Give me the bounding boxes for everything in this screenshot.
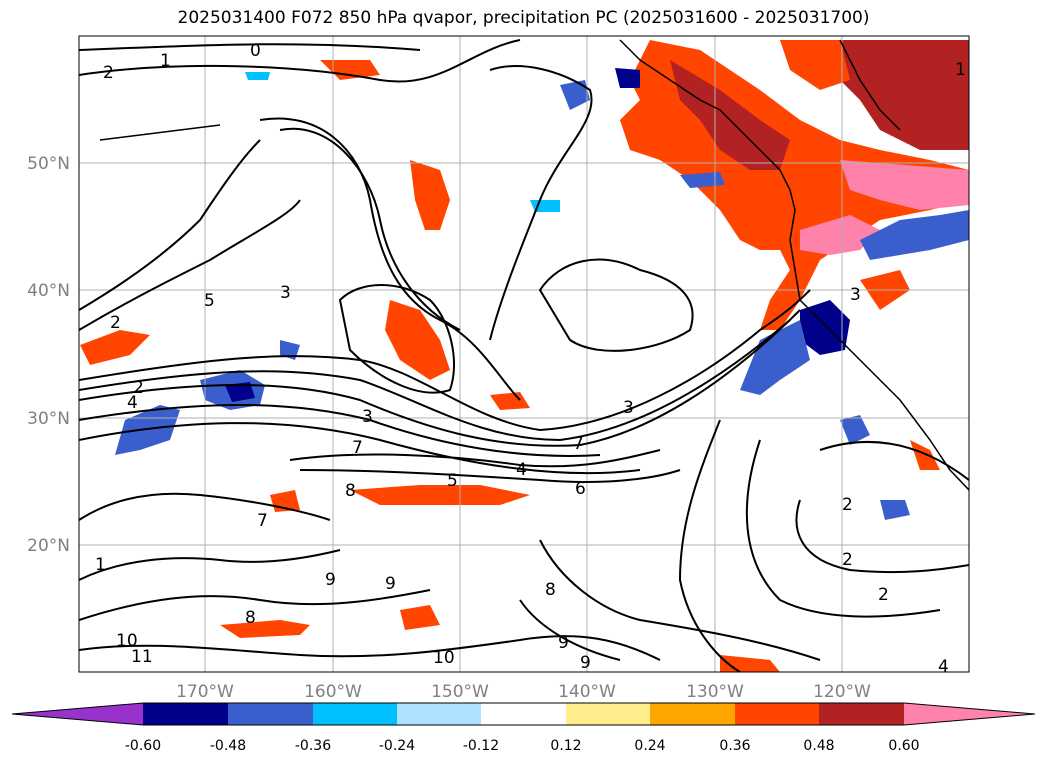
colorbar-segment	[735, 703, 819, 725]
contour-label: 11	[131, 647, 153, 667]
colorbar-tick-label: 0.12	[550, 738, 581, 754]
contour-label: 9	[580, 653, 591, 673]
contour-label: 0	[250, 41, 261, 61]
contour-label: 3	[362, 407, 373, 427]
longitude-labels: 170°W 160°W 150°W 140°W 130°W 120°W	[176, 682, 871, 702]
contour-label: 3	[623, 398, 634, 418]
colorbar-segment	[143, 703, 228, 725]
latitude-labels: 50°N 40°N 30°N 20°N	[27, 154, 70, 556]
lat-label-50n: 50°N	[27, 154, 70, 174]
contour-label: 8	[545, 580, 556, 600]
contour-label: 4	[938, 657, 949, 677]
colorbar-tick-label: 0.48	[803, 738, 834, 754]
contour-label: 2	[110, 313, 121, 333]
contour-labels: 0 1 2 2 3 5 2 2 4 3 3 4 5 6 7 7 8 8 7 9 …	[95, 1, 966, 677]
colorbar-segment	[819, 703, 904, 725]
colorbar-arrow-high	[904, 703, 1035, 725]
colorbar-tick-label: -0.36	[295, 738, 331, 754]
lon-label-120w: 120°W	[813, 682, 871, 702]
coastline	[99, 39, 969, 491]
contour-label: 9	[385, 574, 396, 594]
qvapor-contours	[79, 39, 969, 672]
colorbar-tick-label: -0.24	[379, 738, 415, 754]
contour-label: 10	[433, 648, 455, 668]
contour-label: 2	[878, 585, 889, 605]
lon-label-140w: 140°W	[558, 682, 616, 702]
map-content: 0 1 2 2 3 5 2 2 4 3 3 4 5 6 7 7 8 8 7 9 …	[79, 1, 969, 677]
contour-label: 7	[257, 511, 268, 531]
contour-label: 2	[842, 550, 853, 570]
colorbar-segment	[481, 703, 566, 725]
contour-label: 4	[516, 460, 527, 480]
lon-label-160w: 160°W	[304, 682, 362, 702]
lat-label-20n: 20°N	[27, 536, 70, 556]
precip-positive-shading	[80, 40, 969, 672]
contour-label: 4	[127, 393, 138, 413]
contour-label: 2	[842, 495, 853, 515]
colorbar-segment	[566, 703, 650, 725]
colorbar-segment	[313, 703, 397, 725]
contour-label: 3	[280, 283, 291, 303]
contour-label: 3	[850, 285, 861, 305]
precip-negative-shading	[115, 68, 969, 520]
contour-label: 5	[447, 471, 458, 491]
contour-label: 1	[955, 60, 966, 80]
colorbar: -0.60 -0.48 -0.36 -0.24 -0.12 0.12 0.24 …	[11, 702, 1036, 754]
colorbar-segment	[397, 703, 481, 725]
map-frame	[78, 35, 970, 673]
contour-label: 10	[116, 631, 138, 651]
map-background	[79, 36, 969, 672]
lat-label-30n: 30°N	[27, 409, 70, 429]
contour-label: 2	[133, 378, 144, 398]
colorbar-segment	[228, 703, 313, 725]
lon-label-170w: 170°W	[176, 682, 234, 702]
colorbar-segment	[650, 703, 735, 725]
colorbar-tick-label: 0.24	[634, 738, 665, 754]
contour-label: 9	[325, 570, 336, 590]
lat-label-40n: 40°N	[27, 281, 70, 301]
lon-label-150w: 150°W	[431, 682, 489, 702]
contour-label: 2	[575, 1, 586, 21]
colorbar-outline	[11, 702, 1036, 726]
contour-label: 7	[573, 434, 584, 454]
map-title: 2025031400 F072 850 hPa qvapor, precipit…	[177, 8, 870, 28]
colorbar-tick-labels: -0.60 -0.48 -0.36 -0.24 -0.12 0.12 0.24 …	[125, 738, 920, 754]
contour-label: 7	[352, 438, 363, 458]
contour-label: 2	[103, 63, 114, 83]
contour-label: 8	[345, 481, 356, 501]
colorbar-tick-label: -0.48	[210, 738, 246, 754]
contour-label: 1	[160, 51, 171, 71]
contour-label: 8	[245, 608, 256, 628]
lon-label-130w: 130°W	[686, 682, 744, 702]
colorbar-arrow-low	[12, 703, 143, 725]
contour-label: 6	[575, 479, 586, 499]
contour-label: 9	[558, 633, 569, 653]
contour-label: 1	[95, 555, 106, 575]
colorbar-tick-label: -0.60	[125, 738, 161, 754]
colorbar-tick-label: -0.12	[463, 738, 499, 754]
contour-label: 5	[204, 291, 215, 311]
colorbar-tick-label: 0.60	[888, 738, 919, 754]
colorbar-tick-label: 0.36	[719, 738, 750, 754]
